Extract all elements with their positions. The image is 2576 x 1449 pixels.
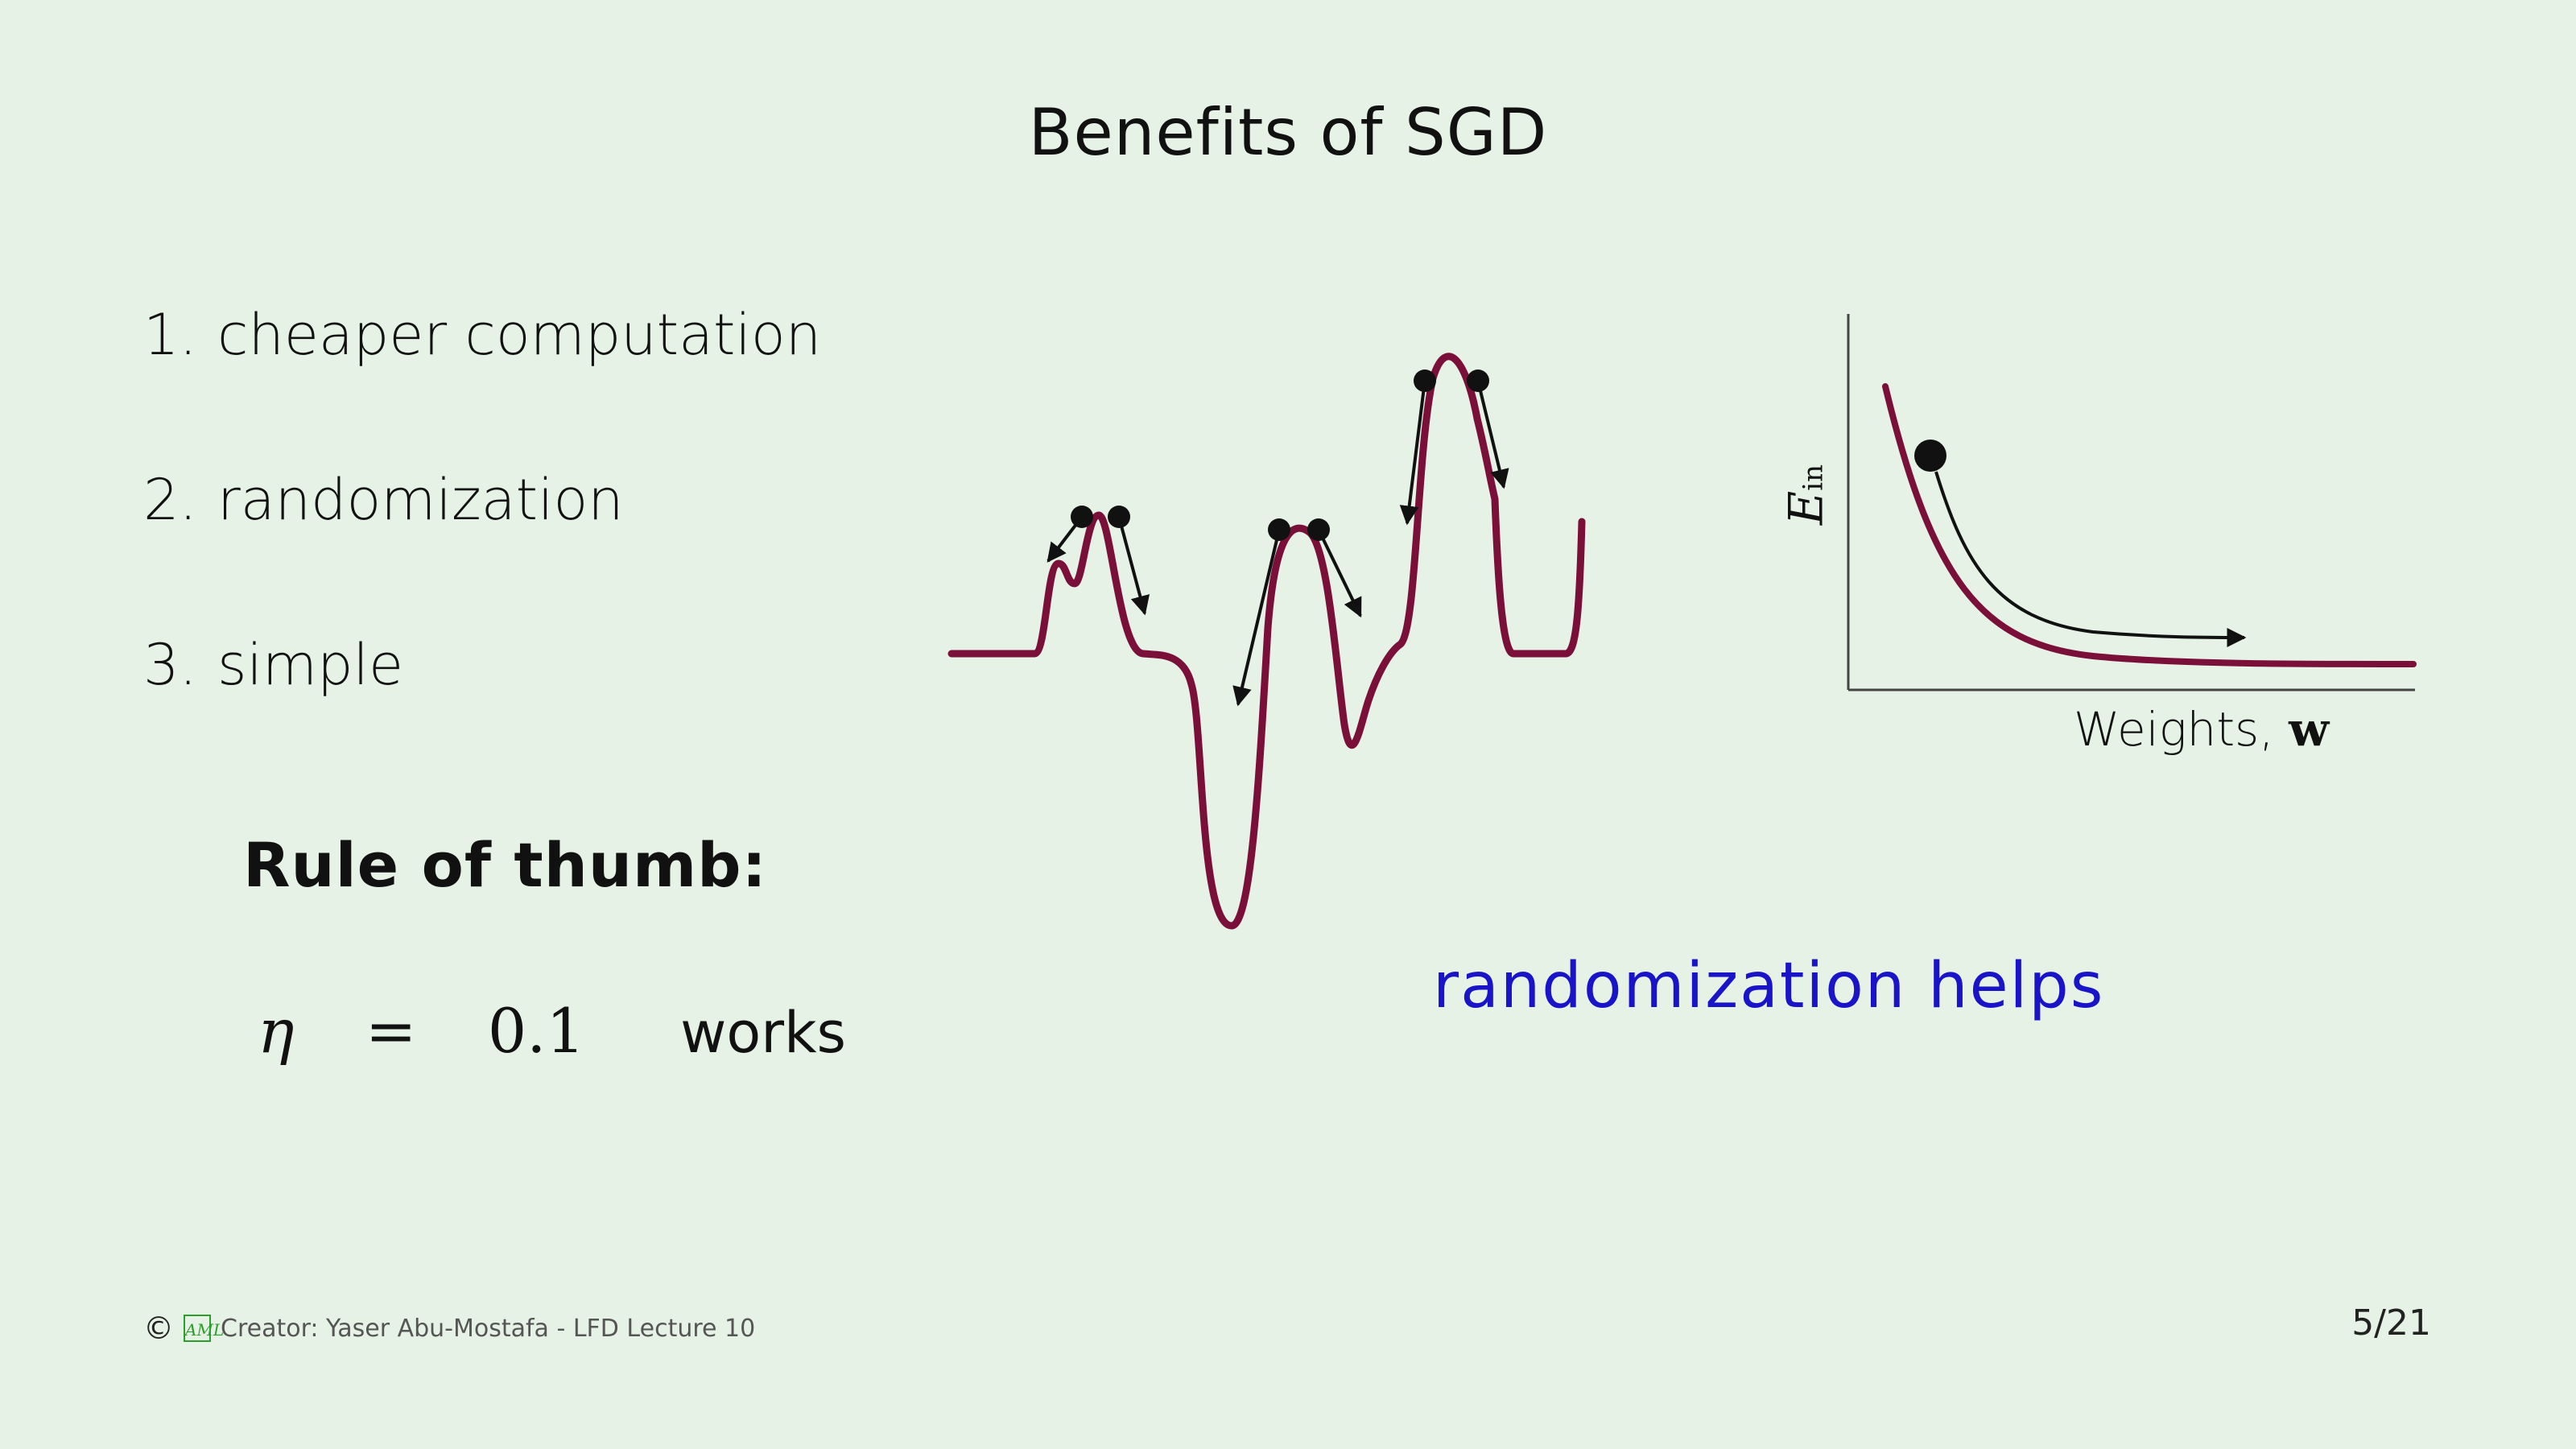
step-arrow [1046,515,1084,563]
list-text: randomization [217,467,624,533]
list-text: cheaper computation [217,302,822,368]
list-number: 3. [143,632,197,698]
step-arrow [1117,516,1150,616]
eta-symbol: η [258,995,295,1067]
sgd-steps [1046,369,1509,707]
slide-title: Benefits of SGD [1028,95,1548,170]
list-item-1: 1. cheaper computation [143,302,821,368]
footer-credit: Creator: Yaser Abu-Mostafa - LFD Lecture… [221,1314,756,1343]
list-item-3: 3. simple [143,632,403,698]
list-number: 2. [143,467,197,533]
ein-curve [1882,383,2417,667]
step-arrow [1232,529,1281,707]
eta-value: 0.1 [487,995,585,1067]
equals-sign: = [365,995,417,1067]
aml-logo-icon: AML [184,1315,224,1342]
footer: © AML Creator: Yaser Abu-Mostafa - LFD L… [143,1311,755,1346]
step-arrow [1317,529,1362,618]
ein-ylabel: Ein [1778,464,1834,526]
ein-xlabel: Weights, w [2074,702,2330,757]
step-arrow [1476,380,1509,489]
copyright-icon: © [143,1311,174,1346]
list-item-2: 2. randomization [143,467,624,533]
ein-plot [1847,314,2417,691]
step-arrow [1399,380,1426,526]
rule-heading: Rule of thumb: [243,829,767,901]
list-text: simple [217,632,404,698]
callout-text: randomization helps [1433,950,2105,1022]
error-landscape-curve [947,353,1586,930]
descent-arrow [1934,471,2247,647]
formula-suffix: works [680,1000,847,1066]
rule-formula: η = 0.1 works [258,995,846,1067]
list-number: 1. [143,302,197,368]
current-weight-point [1914,440,1946,472]
page-number: 5/21 [2351,1302,2431,1344]
